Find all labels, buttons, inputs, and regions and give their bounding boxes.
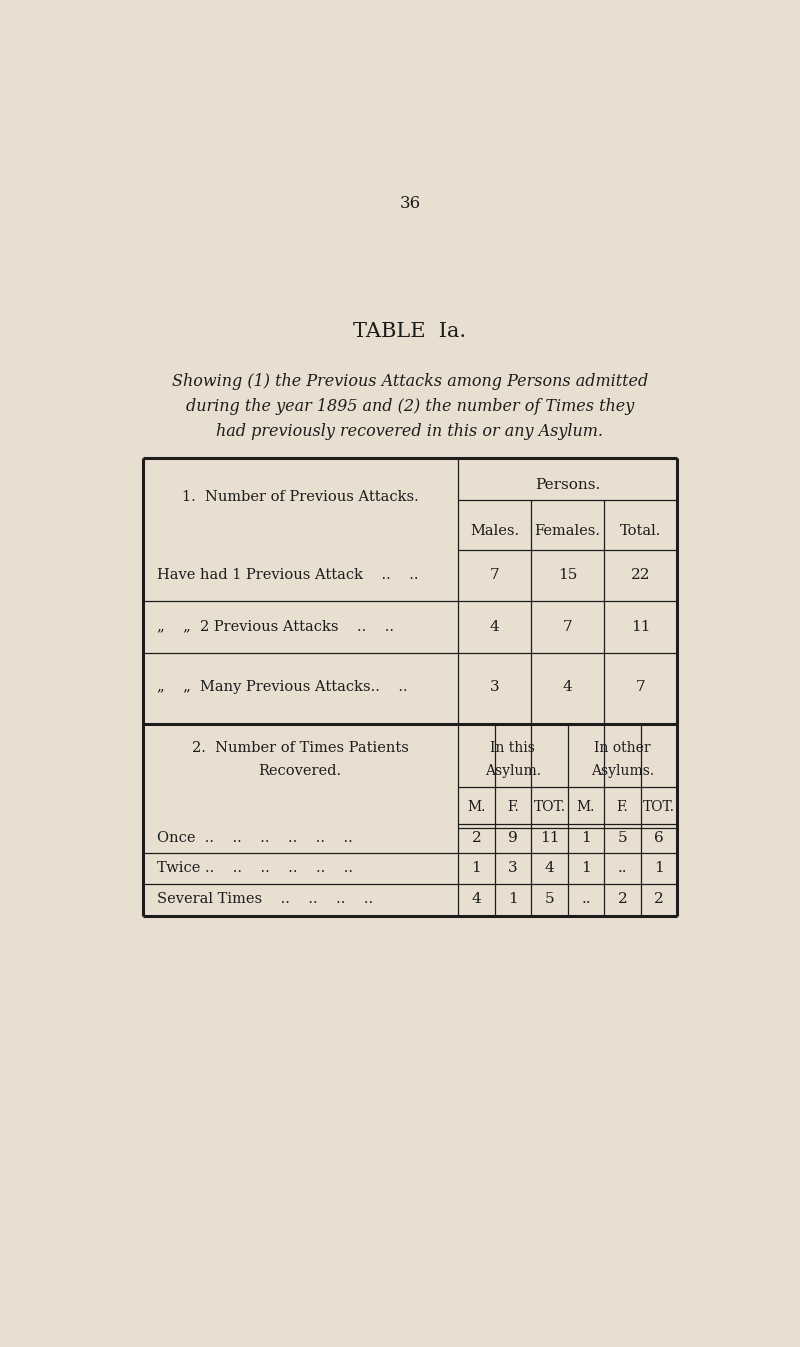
Text: 5: 5 [545, 892, 554, 907]
Text: 7: 7 [636, 680, 646, 694]
Text: Once  ..    ..    ..    ..    ..    ..: Once .. .. .. .. .. .. [157, 831, 352, 846]
Text: had previously recovered in this or any Asylum.: had previously recovered in this or any … [217, 423, 603, 440]
Text: ..: .. [582, 892, 590, 907]
Text: 5: 5 [618, 831, 627, 846]
Text: 9: 9 [508, 831, 518, 846]
Text: 7: 7 [563, 620, 573, 633]
Text: 1: 1 [508, 892, 518, 907]
Text: 2: 2 [618, 892, 627, 907]
Text: 11: 11 [540, 831, 559, 846]
Text: In other: In other [594, 741, 651, 756]
Text: ..: .. [618, 862, 627, 876]
Text: 2: 2 [654, 892, 664, 907]
Text: F.: F. [507, 800, 518, 814]
Text: M.: M. [467, 800, 486, 814]
Text: TOT.: TOT. [643, 800, 675, 814]
Text: 11: 11 [631, 620, 650, 633]
Text: Recovered.: Recovered. [258, 765, 342, 779]
Text: „    „  2 Previous Attacks    ..    ..: „ „ 2 Previous Attacks .. .. [157, 620, 394, 633]
Text: 1: 1 [581, 831, 591, 846]
Text: 3: 3 [508, 862, 518, 876]
Text: 22: 22 [631, 568, 650, 582]
Text: TOT.: TOT. [534, 800, 566, 814]
Text: 1: 1 [471, 862, 482, 876]
Text: 1.  Number of Previous Attacks.: 1. Number of Previous Attacks. [182, 489, 418, 504]
Text: 6: 6 [654, 831, 664, 846]
Text: 36: 36 [399, 195, 421, 213]
Text: 15: 15 [558, 568, 578, 582]
Text: 3: 3 [490, 680, 499, 694]
Text: Females.: Females. [534, 524, 601, 539]
Text: Asylum.: Asylum. [485, 765, 541, 779]
Text: 7: 7 [490, 568, 499, 582]
Text: „    „  Many Previous Attacks..    ..: „ „ Many Previous Attacks.. .. [157, 680, 407, 694]
Text: Showing (1) the Previous Attacks among Persons admitted: Showing (1) the Previous Attacks among P… [172, 373, 648, 389]
Text: 1: 1 [654, 862, 664, 876]
Text: 2: 2 [471, 831, 482, 846]
Text: Males.: Males. [470, 524, 519, 539]
Text: 2.  Number of Times Patients: 2. Number of Times Patients [191, 741, 408, 756]
Text: In this: In this [490, 741, 535, 756]
Text: M.: M. [577, 800, 595, 814]
Text: 4: 4 [563, 680, 573, 694]
Text: 4: 4 [490, 620, 499, 633]
Text: Twice ..    ..    ..    ..    ..    ..: Twice .. .. .. .. .. .. [157, 862, 353, 876]
Text: Have had 1 Previous Attack    ..    ..: Have had 1 Previous Attack .. .. [157, 568, 418, 582]
Text: during the year 1895 and (2) the number of Times they: during the year 1895 and (2) the number … [186, 397, 634, 415]
Text: F.: F. [617, 800, 629, 814]
Text: Several Times    ..    ..    ..    ..: Several Times .. .. .. .. [157, 892, 373, 907]
Text: Persons.: Persons. [535, 478, 600, 492]
Text: TABLE  Ia.: TABLE Ia. [354, 322, 466, 341]
Text: 1: 1 [581, 862, 591, 876]
Text: 4: 4 [545, 862, 554, 876]
Text: Asylums.: Asylums. [591, 765, 654, 779]
Text: 4: 4 [471, 892, 482, 907]
Text: Total.: Total. [620, 524, 662, 539]
